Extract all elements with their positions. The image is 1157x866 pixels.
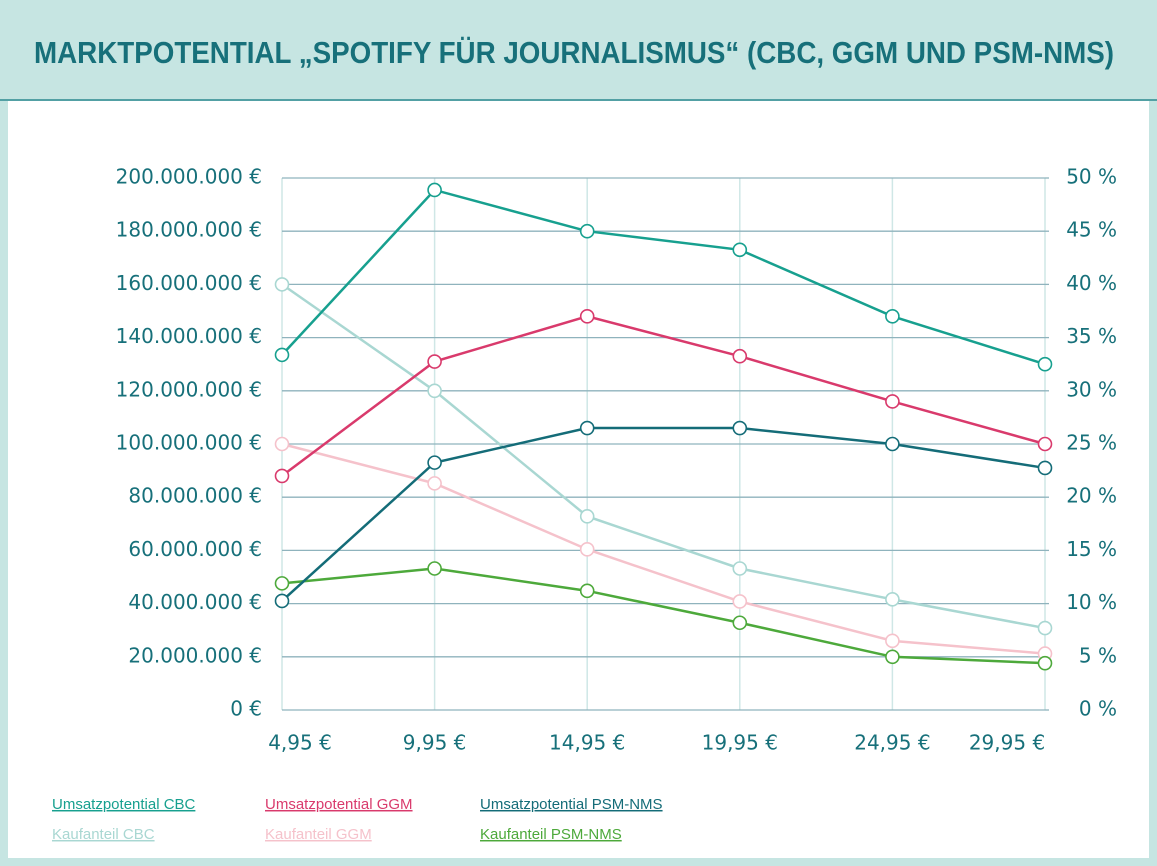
data-point (732, 561, 748, 576)
panel (8, 101, 1149, 858)
series-line (281, 567, 1046, 665)
data-point (579, 309, 595, 324)
data-point (274, 576, 290, 591)
y2-tick-label: 20 % (1066, 484, 1117, 508)
y2-tick-label: 35 % (1066, 324, 1117, 348)
data-point (579, 583, 595, 599)
y2-tick-label: 0 % (1079, 697, 1117, 721)
data-point (732, 420, 748, 436)
series-line (281, 188, 1046, 366)
data-point (579, 542, 595, 557)
data-point (732, 594, 748, 609)
y2-tick-label: 15 % (1066, 537, 1117, 561)
data-point (885, 394, 900, 409)
y-tick-label: 120.000.000 € (116, 377, 262, 401)
data-point (732, 242, 748, 258)
data-point (274, 277, 290, 292)
data-point (885, 592, 900, 607)
x-tick-label: 4,95 € (268, 731, 332, 755)
y-tick-label: 200.000.000 € (116, 165, 262, 189)
y-tick-label: 100.000.000 € (116, 431, 262, 455)
x-tick-label: 14,95 € (549, 731, 625, 755)
data-point (1037, 436, 1053, 452)
data-point (1037, 460, 1053, 476)
data-point (427, 182, 442, 198)
data-point (274, 468, 290, 484)
data-point (427, 455, 442, 470)
data-point (1037, 620, 1053, 636)
data-point (274, 436, 290, 452)
legend-entry[interactable]: Umsatzpotential PSM-NMS (480, 796, 663, 813)
series-line (281, 426, 1046, 602)
data-point (274, 347, 290, 363)
data-point (274, 593, 290, 609)
legend-entry[interactable]: Kaufanteil GGM (265, 826, 372, 843)
y-tick-label: 80.000.000 € (128, 484, 262, 508)
data-point (579, 420, 595, 436)
data-point (1037, 356, 1053, 372)
data-point (885, 649, 900, 665)
legend-entry[interactable]: Umsatzpotential CBC (52, 796, 196, 813)
data-point (885, 436, 900, 452)
y-tick-label: 20.000.000 € (128, 643, 262, 667)
y-tick-label: 60.000.000 € (128, 537, 262, 561)
x-tick-label: 19,95 € (702, 731, 778, 755)
chart-title: MARKTPOTENTIAL „SPOTIFY FÜR JOURNALISMUS… (34, 35, 1114, 70)
y2-tick-label: 40 % (1066, 271, 1117, 295)
y-tick-label: 180.000.000 € (116, 218, 262, 242)
y2-tick-label: 25 % (1066, 431, 1117, 455)
data-point (1037, 655, 1053, 671)
data-point (885, 633, 900, 649)
y2-tick-label: 50 % (1066, 165, 1117, 189)
series-line (281, 315, 1046, 477)
y2-tick-label: 5 % (1079, 643, 1117, 667)
series-line (281, 442, 1046, 655)
y2-tick-label: 45 % (1066, 218, 1117, 242)
data-point (427, 354, 442, 369)
series-line (281, 283, 1046, 630)
data-point (732, 348, 748, 364)
y2-tick-label: 10 % (1066, 590, 1117, 614)
data-point (579, 509, 595, 524)
data-point (579, 223, 595, 239)
y-tick-label: 160.000.000 € (116, 271, 262, 295)
y-tick-label: 140.000.000 € (116, 324, 262, 348)
data-point (427, 383, 442, 399)
legend-entry[interactable]: Kaufanteil PSM-NMS (480, 826, 622, 843)
x-tick-label: 24,95 € (854, 731, 930, 755)
y-tick-label: 40.000.000 € (128, 590, 262, 614)
data-point (885, 309, 900, 324)
x-tick-label: 29,95 € (969, 731, 1045, 755)
legend-entry[interactable]: Umsatzpotential GGM (265, 796, 413, 813)
legend-entry[interactable]: Kaufanteil CBC (52, 826, 155, 843)
y-tick-label: 0 € (230, 697, 262, 721)
x-tick-label: 9,95 € (403, 731, 467, 755)
y2-tick-label: 30 % (1066, 377, 1117, 401)
data-point (427, 476, 442, 491)
data-point (427, 561, 442, 576)
data-point (732, 615, 748, 631)
